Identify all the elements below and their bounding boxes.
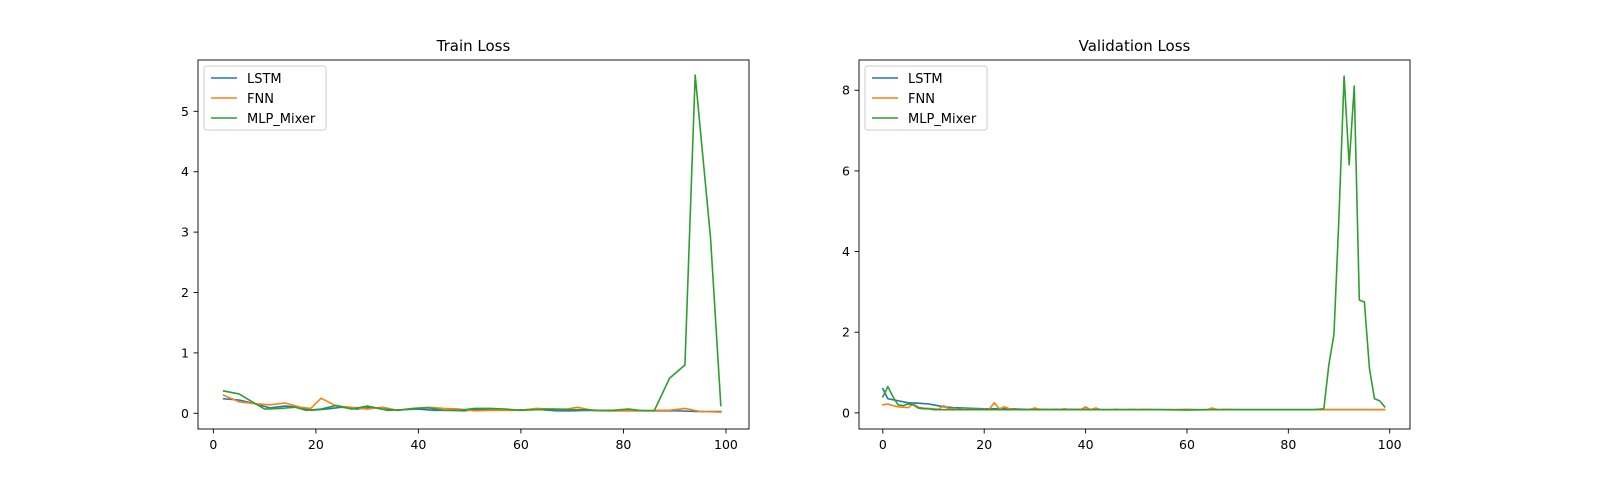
validation-legend-label-fnn: FNN [908,92,935,107]
train-y-tick-label: 3 [181,225,189,240]
train-y-tick-label: 5 [181,104,189,119]
validation-x-tick-label: 20 [976,437,992,452]
train-y-tick-label: 2 [181,285,189,300]
train-panel-title: Train Loss [436,37,511,55]
train-x-tick-label: 20 [308,437,324,452]
train-legend-label-lstm: LSTM [247,72,282,87]
train-legend-label-fnn: FNN [247,92,274,107]
validation-x-tick-label: 100 [1378,437,1402,452]
validation-axes-frame [858,59,1411,430]
train-axes-frame [197,59,750,430]
validation-plot-lines [881,75,1386,411]
validation-series-line-lstm [881,387,1386,411]
validation-series-line-fnn [881,401,1386,411]
train-x-tick-label: 0 [209,437,217,452]
train-series-line-lstm [222,397,722,413]
train-y-tick-label: 0 [181,406,189,421]
train-plot-lines [222,74,722,413]
validation-x-tick-label: 0 [879,437,887,452]
validation-x-tick-label: 80 [1280,437,1296,452]
train-x-tick-label: 100 [714,437,738,452]
train-x-tick-label: 60 [513,437,529,452]
validation-y-tick-label: 0 [842,405,850,420]
validation-legend-label-lstm: LSTM [908,72,943,87]
validation-y-tick-label: 4 [842,244,850,259]
validation-x-tick-label: 40 [1078,437,1094,452]
train-legend-label-mlp-mixer: MLP_Mixer [247,112,316,127]
train-legend-box [203,65,327,131]
train-x-tick-label: 40 [410,437,426,452]
train-x-tick-label: 80 [615,437,631,452]
train-y-tick-label: 4 [181,164,189,179]
validation-y-tick-label: 8 [842,83,850,98]
train-legend: LSTM FNN MLP_Mixer [203,65,327,131]
validation-legend-label-mlp-mixer: MLP_Mixer [908,112,977,127]
validation-panel-title: Validation Loss [1079,37,1191,55]
validation-series-line-mlp-mixer [881,75,1386,411]
train-y-tick-label: 1 [181,345,189,360]
validation-loss-panel: Validation Loss 0 20 40 60 80 100 0 2 4 6 8 LSTM FNN M… [842,37,1411,452]
validation-legend-box [864,65,988,131]
validation-y-tick-label: 2 [842,325,850,340]
train-series-line-mlp-mixer [222,74,722,412]
validation-y-tick-label: 6 [842,163,850,178]
validation-legend: LSTM FNN MLP_Mixer [864,65,988,131]
validation-x-tick-label: 60 [1179,437,1195,452]
train-loss-panel: Train Loss 0 20 40 60 80 100 0 1 2 3 4 5 LSTM FNN MLP_M… [181,37,750,452]
